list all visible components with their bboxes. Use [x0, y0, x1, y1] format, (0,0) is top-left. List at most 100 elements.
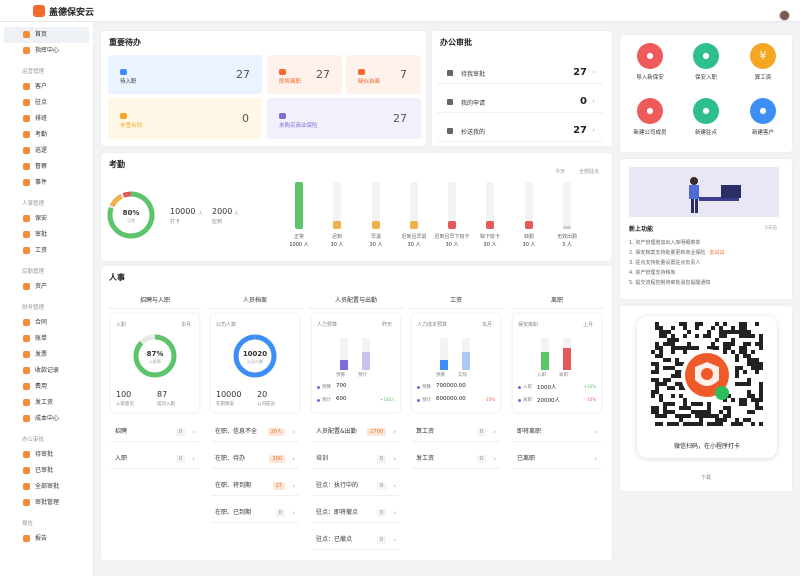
hr-panel-subtitle: 人力成本预算 [417, 322, 448, 328]
sidebar-item[interactable]: 审批 [0, 227, 93, 243]
attendance-bar[interactable] [563, 226, 571, 229]
hr-list-row[interactable]: 发工资 0 › [412, 449, 500, 469]
hr-list-row[interactable]: 已离职 › [513, 449, 601, 469]
hr-list-row[interactable]: 人员配置&出勤 2700 › [312, 422, 400, 442]
hr-period-filter[interactable]: 上月 [582, 322, 593, 328]
approval-row[interactable]: 待我审批 27 › [437, 62, 603, 84]
hr-list-row[interactable]: 驻点：执行中的 0 › [312, 476, 400, 496]
approval-row[interactable]: 我的申请 0 › [437, 91, 603, 113]
hr-column-header[interactable]: 人员档案 [208, 293, 302, 309]
hr-list-row[interactable]: 在职、将到期 27 › [211, 476, 299, 496]
hr-list-row[interactable]: 驻点：即将撤点 0 › [312, 503, 400, 523]
quick-action[interactable]: ¥ 算工资 [733, 43, 793, 81]
hr-list-row[interactable]: 培训 0 › [312, 449, 400, 469]
sidebar-item[interactable]: 督察 [0, 159, 93, 175]
hr-list-row[interactable]: 驻点：已撤点 0 › [312, 530, 400, 550]
attendance-bar[interactable] [410, 220, 418, 229]
bar-track [333, 182, 341, 229]
sidebar-item[interactable]: 资产 [0, 279, 93, 295]
hr-list-row[interactable]: 算工资 0 › [412, 422, 500, 442]
sidebar-item[interactable]: 排班 [0, 111, 93, 127]
sidebar-item[interactable]: 账单 [0, 331, 93, 347]
attendance-bar[interactable] [333, 220, 341, 229]
sidebar-item[interactable]: 巡逻 [0, 143, 93, 159]
quick-action[interactable]: ● 新建公司成员 [620, 98, 680, 136]
sidebar-item[interactable]: 已审批 [0, 463, 93, 479]
hr-row-label: 入职 [115, 455, 128, 462]
news-title: 新上功能 [629, 226, 654, 233]
news-item[interactable]: 5. 提交流程控制待审批消息提醒通知 [629, 279, 710, 286]
sidebar-item[interactable]: 全部审批 [0, 479, 93, 495]
attendance-bar[interactable] [486, 220, 494, 229]
hr-list-row[interactable]: 招聘 0 › [111, 422, 199, 442]
hr-list-row[interactable]: 即将离职 › [513, 422, 601, 442]
hr-period-filter[interactable]: 昨天 [381, 322, 392, 328]
sidebar-item-label: 事件 [35, 179, 48, 186]
hr-column-header[interactable]: 招聘与入职 [108, 293, 202, 309]
sidebar-item[interactable]: 收款记录 [0, 363, 93, 379]
sidebar-item[interactable]: 考勤 [0, 127, 93, 143]
sidebar-item[interactable]: 审批管理 [0, 495, 93, 511]
sidebar-item[interactable]: 事件 [0, 175, 93, 191]
sidebar-item[interactable]: 客户 [0, 79, 93, 95]
todo-tile[interactable]: 未购买商业保险 27 [267, 98, 421, 139]
news-item[interactable]: 4. 资产管理支持移库 [629, 269, 675, 276]
hr-period-filter[interactable]: 本月 [180, 322, 191, 328]
user-avatar[interactable] [779, 10, 790, 21]
hr-period-filter[interactable]: 本月 [481, 322, 492, 328]
hr-stat-label: 公司成员 [257, 402, 275, 407]
sidebar-icon [23, 535, 30, 542]
attendance-site-filter[interactable]: 全部驻点 [579, 169, 600, 175]
sidebar-item-0[interactable]: 首页 [4, 27, 89, 43]
approval-row[interactable]: 抄送我的 27 › [437, 120, 603, 142]
qr-code[interactable] [651, 322, 763, 428]
quick-action[interactable]: ● 新建客户 [733, 98, 793, 136]
legend-dot [518, 399, 521, 402]
hr-column-header[interactable]: 人员配置与出勤 [309, 293, 403, 309]
sidebar-icon [23, 399, 30, 406]
quick-action[interactable]: ● 保安入职 [676, 43, 736, 81]
sidebar-item[interactable]: 费用 [0, 379, 93, 395]
hr-column-header[interactable]: 工资 [409, 293, 503, 309]
hr-row-label: 驻点：已撤点 [316, 536, 353, 543]
sidebar-item[interactable]: 发票 [0, 347, 93, 363]
todo-tile[interactable]: 待入职 27 [108, 55, 262, 94]
hr-stat-label: 成功入职 [157, 402, 175, 407]
bar-track [448, 182, 456, 229]
quick-action[interactable]: ● 新建驻点 [676, 98, 736, 136]
hr-list-row[interactable]: 入职 0 › [111, 449, 199, 469]
sidebar-item[interactable]: 待审批 [0, 447, 93, 463]
news-try-link[interactable]: 去试试 [709, 250, 725, 256]
mini-bar [362, 352, 370, 370]
attendance-bar[interactable] [525, 220, 533, 229]
todo-tile[interactable]: 疑似自离 7 [346, 55, 421, 94]
hr-list-row[interactable]: 在职、信息不全 20人 › [211, 422, 299, 442]
sidebar-item-1[interactable]: 指挥中心 [0, 43, 93, 59]
sidebar-item[interactable]: 报告 [0, 531, 93, 547]
quick-action[interactable]: ● 导入新保安 [620, 43, 680, 81]
hr-ring-value: 87% [146, 350, 164, 358]
sidebar-item[interactable]: 合同 [0, 315, 93, 331]
attendance-bar[interactable] [295, 182, 303, 229]
news-item[interactable]: 3. 驻点支持批量设置驻点负责人 [629, 259, 700, 266]
todo-tile[interactable]: 未签合同 0 [108, 98, 262, 139]
punch-unit: 人 [198, 211, 204, 217]
bar-category-label: 正常 [293, 234, 304, 240]
todo-tile[interactable]: 即将离职 27 [267, 55, 342, 94]
sidebar-item[interactable]: 工资 [0, 243, 93, 259]
sidebar-item[interactable]: 驻点 [0, 95, 93, 111]
hr-column-header[interactable]: 离职 [510, 293, 604, 309]
hr-ring-label: 入职率 [149, 359, 161, 364]
download-link[interactable]: 下载 [700, 475, 711, 481]
attendance-date-filter[interactable]: 今天 [555, 169, 566, 175]
hr-list-row[interactable]: 在职、已到期 0 › [211, 503, 299, 523]
sidebar-item[interactable]: 发工资 [0, 395, 93, 411]
hr-list-row[interactable]: 在职、待办 100 › [211, 449, 299, 469]
legend-dot [518, 386, 521, 389]
sidebar-item[interactable]: 成本中心 [0, 411, 93, 427]
news-item[interactable]: 2. 保安档案支持批量更新商业保险 去试试 [629, 249, 724, 256]
attendance-bar[interactable] [448, 220, 456, 229]
news-item[interactable]: 1. 资产管理增加出入库明细菜单 [629, 239, 700, 246]
attendance-bar[interactable] [372, 220, 380, 229]
sidebar-item[interactable]: 保安 [0, 211, 93, 227]
